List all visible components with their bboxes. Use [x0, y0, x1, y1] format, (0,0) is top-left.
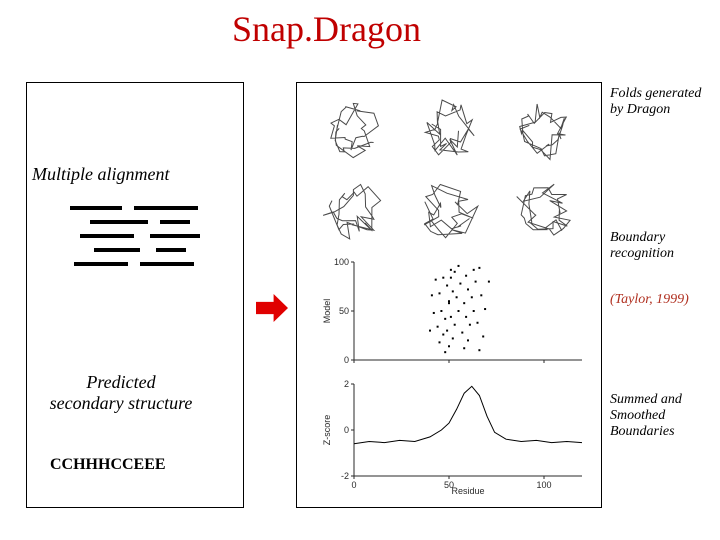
heading-line: Predicted [46, 372, 196, 393]
svg-text:-2: -2 [341, 471, 349, 481]
svg-text:0: 0 [351, 480, 356, 490]
left-panel [26, 82, 244, 508]
alignment-segment [150, 234, 200, 238]
line-chart: -202050100Z-scoreResidue [320, 380, 588, 496]
fold-icon [304, 170, 401, 250]
scatter-chart: 0 50 100 Model [320, 258, 588, 374]
svg-text:0: 0 [344, 355, 349, 365]
alignment-segment [74, 262, 128, 266]
fold-icon [497, 170, 594, 250]
svg-text:Model: Model [322, 299, 332, 324]
page-title: Snap.Dragon [232, 8, 421, 50]
heading-predicted-structure: Predictedsecondary structure [46, 372, 196, 414]
secondary-structure-sequence: CCHHHCCEEE [50, 456, 166, 474]
alignment-segment [80, 234, 134, 238]
alignment-segment [134, 206, 198, 210]
annot-summed: Summed and Smoothed Boundaries [610, 392, 714, 440]
alignment-segment [70, 206, 122, 210]
svg-text:2: 2 [344, 380, 349, 389]
fold-icon [401, 170, 498, 250]
svg-text:0: 0 [344, 425, 349, 435]
alignment-segment [90, 220, 148, 224]
alignment-segment [156, 248, 186, 252]
svg-text:Residue: Residue [451, 486, 484, 496]
alignment-segment [140, 262, 194, 266]
svg-text:100: 100 [334, 258, 349, 267]
svg-text:100: 100 [536, 480, 551, 490]
fold-icon [401, 90, 498, 170]
svg-text:Z-score: Z-score [322, 415, 332, 446]
alignment-segment [94, 248, 140, 252]
heading-line: secondary structure [46, 393, 196, 414]
fold-icon [304, 90, 401, 170]
annot-folds: Folds generated by Dragon [610, 86, 714, 118]
svg-text:50: 50 [339, 306, 349, 316]
slide: { "title": { "text": "Snap.Dragon", "col… [0, 0, 720, 540]
arrow-right-icon [256, 294, 288, 322]
alignment-segment [160, 220, 190, 224]
heading-multiple-alignment: Multiple alignment [32, 164, 169, 185]
annot-reference: (Taylor, 1999) [610, 292, 714, 308]
folds-grid [304, 90, 594, 250]
fold-icon [497, 90, 594, 170]
annot-boundary: Boundary recognition [610, 230, 714, 262]
